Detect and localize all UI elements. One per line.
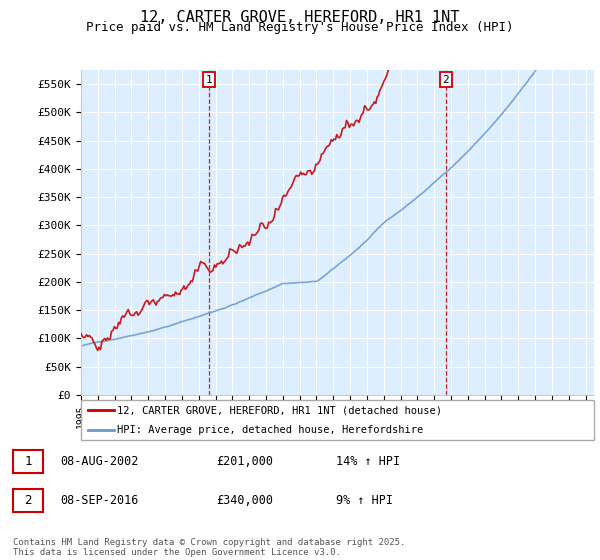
Text: 2: 2 [25,494,32,507]
Text: 1: 1 [25,455,32,468]
Text: Price paid vs. HM Land Registry's House Price Index (HPI): Price paid vs. HM Land Registry's House … [86,21,514,34]
Text: 08-SEP-2016: 08-SEP-2016 [60,494,139,507]
Text: 14% ↑ HPI: 14% ↑ HPI [336,455,400,468]
Text: 9% ↑ HPI: 9% ↑ HPI [336,494,393,507]
Text: £340,000: £340,000 [216,494,273,507]
Text: HPI: Average price, detached house, Herefordshire: HPI: Average price, detached house, Here… [117,424,423,435]
Text: 1: 1 [205,74,212,85]
Text: 12, CARTER GROVE, HEREFORD, HR1 1NT: 12, CARTER GROVE, HEREFORD, HR1 1NT [140,10,460,25]
Text: 08-AUG-2002: 08-AUG-2002 [60,455,139,468]
Text: £201,000: £201,000 [216,455,273,468]
Text: Contains HM Land Registry data © Crown copyright and database right 2025.
This d: Contains HM Land Registry data © Crown c… [13,538,406,557]
Text: 2: 2 [443,74,449,85]
Text: 12, CARTER GROVE, HEREFORD, HR1 1NT (detached house): 12, CARTER GROVE, HEREFORD, HR1 1NT (det… [117,405,442,416]
